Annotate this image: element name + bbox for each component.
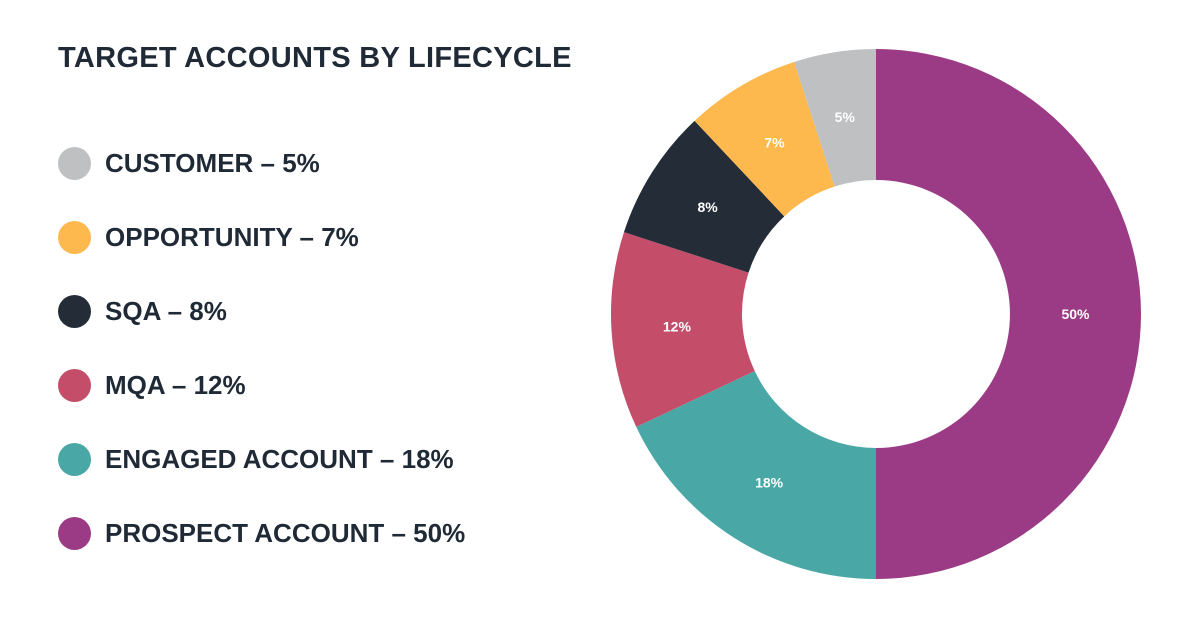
legend-item-customer: CUSTOMER – 5%: [58, 145, 465, 182]
legend: CUSTOMER – 5% OPPORTUNITY – 7% SQA – 8% …: [58, 145, 465, 589]
slice-prospect-account: [876, 49, 1141, 579]
legend-label-mqa: MQA – 12%: [105, 370, 246, 400]
legend-label-customer: CUSTOMER – 5%: [105, 148, 320, 178]
legend-label-engaged-account: ENGAGED ACCOUNT – 18%: [105, 444, 454, 474]
legend-item-sqa: SQA – 8%: [58, 293, 465, 330]
legend-swatch-opportunity: [58, 221, 91, 254]
legend-swatch-mqa: [58, 369, 91, 402]
slice-customer: [794, 49, 876, 187]
slice-label-mqa: 12%: [663, 319, 692, 335]
legend-label-sqa: SQA – 8%: [105, 296, 227, 326]
slice-mqa: [611, 232, 755, 427]
slice-engaged-account: [636, 371, 876, 579]
slice-label-customer: 5%: [835, 109, 856, 125]
legend-swatch-sqa: [58, 295, 91, 328]
slice-label-engaged-account: 18%: [755, 474, 784, 490]
legend-item-opportunity: OPPORTUNITY – 7%: [58, 219, 465, 256]
legend-swatch-prospect-account: [58, 517, 91, 550]
legend-label-opportunity: OPPORTUNITY – 7%: [105, 222, 359, 252]
legend-swatch-customer: [58, 147, 91, 180]
legend-item-prospect-account: PROSPECT ACCOUNT – 50%: [58, 515, 465, 552]
slice-label-prospect-account: 50%: [1061, 306, 1090, 322]
legend-label-prospect-account: PROSPECT ACCOUNT – 50%: [105, 518, 466, 548]
legend-item-engaged-account: ENGAGED ACCOUNT – 18%: [58, 441, 465, 478]
slice-label-opportunity: 7%: [764, 134, 785, 150]
slice-opportunity: [694, 61, 835, 217]
legend-item-mqa: MQA – 12%: [58, 367, 465, 404]
slice-label-sqa: 8%: [697, 199, 718, 215]
legend-swatch-engaged-account: [58, 443, 91, 476]
chart-title: TARGET ACCOUNTS BY LIFECYCLE: [58, 42, 572, 74]
slice-sqa: [623, 120, 785, 273]
